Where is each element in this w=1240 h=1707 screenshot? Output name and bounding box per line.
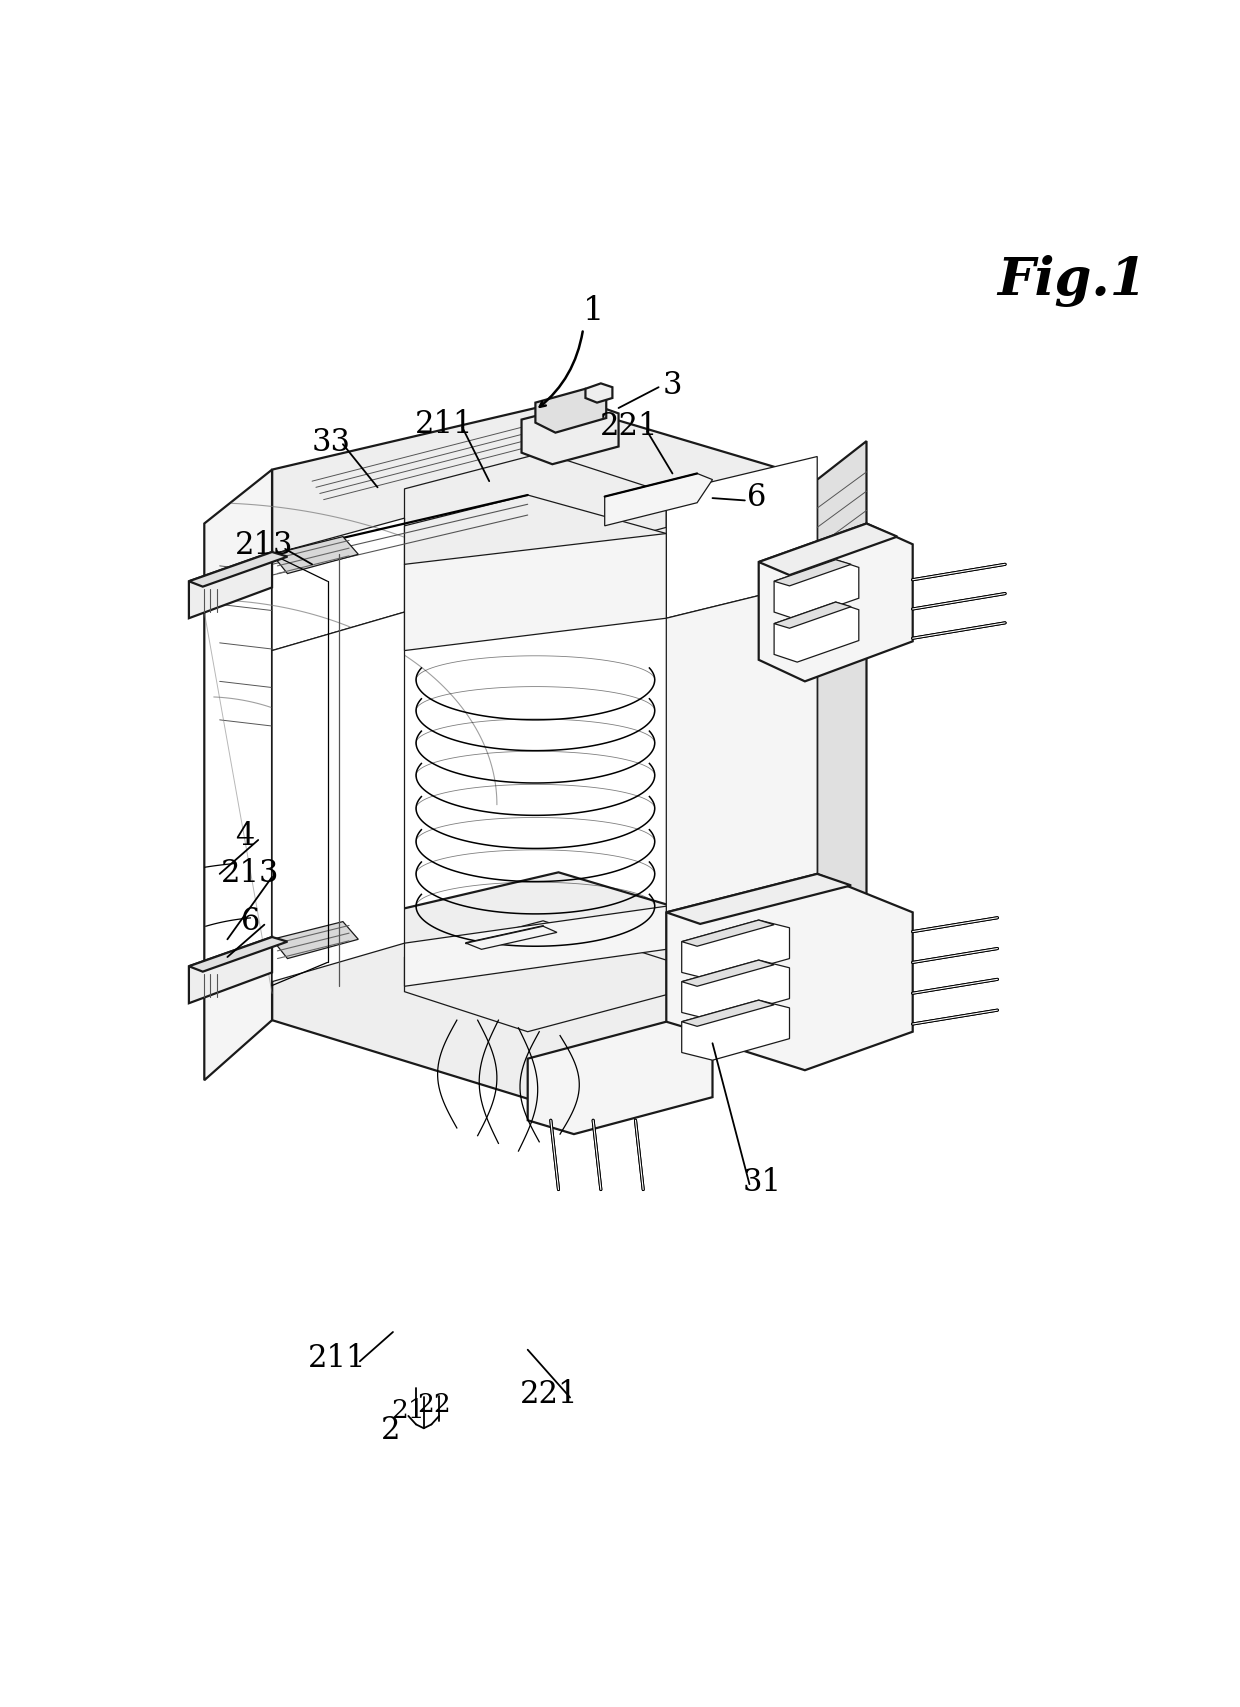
Text: 6: 6 — [748, 481, 766, 512]
Polygon shape — [404, 534, 666, 650]
Text: 3: 3 — [662, 370, 682, 401]
Polygon shape — [528, 1022, 713, 1135]
Text: 4: 4 — [234, 821, 254, 852]
Polygon shape — [774, 560, 851, 587]
Text: 213: 213 — [221, 857, 280, 888]
Polygon shape — [272, 538, 358, 574]
Polygon shape — [188, 937, 272, 1004]
Polygon shape — [536, 389, 606, 434]
Polygon shape — [682, 920, 774, 947]
Text: 211: 211 — [415, 408, 474, 440]
Text: 211: 211 — [308, 1342, 366, 1372]
Polygon shape — [759, 524, 898, 575]
Polygon shape — [466, 927, 557, 949]
Polygon shape — [817, 912, 867, 1033]
Polygon shape — [682, 1000, 774, 1026]
Polygon shape — [272, 613, 404, 982]
Polygon shape — [817, 524, 867, 949]
Polygon shape — [666, 874, 851, 925]
Text: Fig.1: Fig.1 — [997, 254, 1147, 307]
Polygon shape — [759, 524, 913, 683]
Text: 1: 1 — [583, 295, 604, 328]
Polygon shape — [272, 872, 817, 1099]
Text: 2: 2 — [381, 1415, 401, 1446]
Polygon shape — [666, 582, 817, 949]
Polygon shape — [404, 906, 666, 987]
Polygon shape — [666, 874, 913, 1070]
Polygon shape — [605, 475, 713, 526]
Polygon shape — [272, 519, 404, 650]
Text: 21: 21 — [392, 1396, 425, 1422]
Polygon shape — [682, 1000, 790, 1060]
Text: 6: 6 — [241, 905, 260, 935]
Polygon shape — [404, 922, 666, 1033]
Polygon shape — [585, 384, 613, 403]
Polygon shape — [774, 603, 851, 628]
Polygon shape — [272, 922, 358, 959]
Polygon shape — [188, 553, 288, 587]
Polygon shape — [666, 457, 817, 620]
Polygon shape — [404, 495, 666, 604]
Text: 31: 31 — [743, 1166, 782, 1198]
Polygon shape — [774, 560, 859, 620]
Text: 33: 33 — [311, 427, 351, 457]
Text: 213: 213 — [236, 529, 294, 560]
Polygon shape — [205, 555, 272, 993]
Polygon shape — [272, 403, 817, 632]
Polygon shape — [682, 961, 774, 987]
Text: 221: 221 — [520, 1378, 579, 1410]
Polygon shape — [188, 553, 272, 620]
Polygon shape — [817, 442, 867, 563]
Polygon shape — [774, 603, 859, 662]
Polygon shape — [205, 471, 272, 613]
Polygon shape — [205, 941, 272, 1081]
Polygon shape — [522, 403, 619, 464]
Polygon shape — [682, 961, 790, 1021]
Polygon shape — [404, 454, 666, 565]
Polygon shape — [682, 920, 790, 980]
Polygon shape — [188, 937, 288, 971]
Text: 22: 22 — [417, 1391, 450, 1417]
Text: 221: 221 — [600, 411, 658, 442]
